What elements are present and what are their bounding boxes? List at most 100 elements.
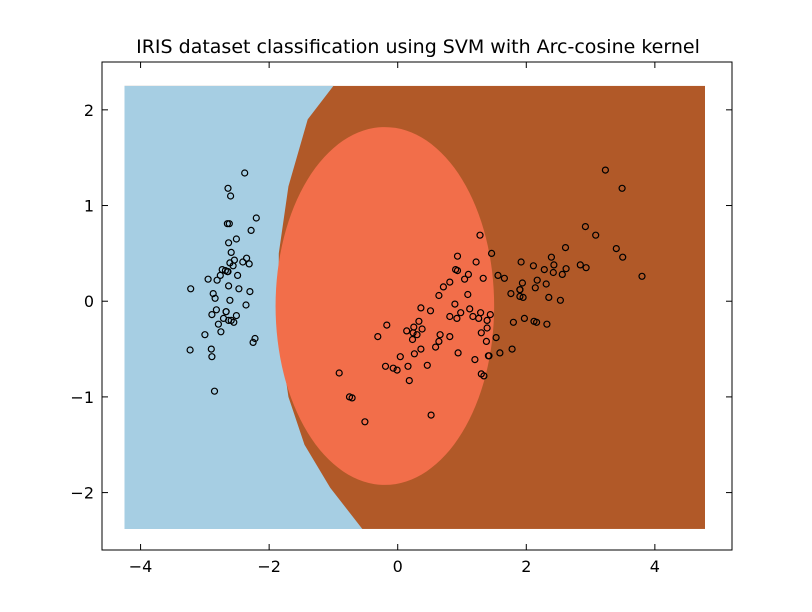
data-point xyxy=(556,296,565,304)
data-point xyxy=(410,350,418,358)
data-point xyxy=(549,268,557,277)
data-point xyxy=(393,366,401,374)
data-point xyxy=(247,226,255,234)
data-point xyxy=(516,286,524,294)
data-point xyxy=(461,275,469,283)
data-point xyxy=(227,248,235,256)
data-point xyxy=(439,283,447,291)
data-point xyxy=(576,261,584,269)
data-point xyxy=(232,235,240,243)
data-point xyxy=(403,327,411,335)
data-point xyxy=(404,362,412,370)
data-point xyxy=(212,306,220,314)
data-point xyxy=(457,309,465,317)
x-tick-label: −2 xyxy=(257,557,281,576)
data-point xyxy=(479,274,487,282)
data-point xyxy=(543,320,551,328)
data-point xyxy=(207,345,215,353)
data-point xyxy=(216,271,224,279)
data-point xyxy=(492,334,500,342)
data-point xyxy=(427,411,435,419)
data-point xyxy=(408,335,417,344)
data-point xyxy=(224,184,232,192)
data-point xyxy=(582,264,590,272)
data-point xyxy=(446,333,454,341)
data-point xyxy=(500,274,508,282)
data-point xyxy=(471,356,479,364)
data-point xyxy=(464,290,472,299)
chart-title: IRIS dataset classification using SVM wi… xyxy=(136,36,700,58)
data-point xyxy=(226,296,234,304)
data-point xyxy=(531,284,539,292)
data-point xyxy=(239,258,247,266)
data-point xyxy=(507,290,515,298)
data-point xyxy=(453,314,461,322)
data-point xyxy=(374,333,382,341)
data-point xyxy=(476,231,484,239)
data-point xyxy=(612,245,620,253)
y-tick-label: −1 xyxy=(70,388,94,407)
data-point xyxy=(201,331,209,339)
data-point xyxy=(545,293,553,301)
y-tick-label: 2 xyxy=(84,101,94,120)
data-point xyxy=(464,270,472,278)
data-point xyxy=(592,231,600,239)
data-point xyxy=(519,293,527,301)
data-point xyxy=(383,321,391,329)
y-tick-label: −2 xyxy=(70,484,94,503)
axis-ticks: −4 −2 0 2 4 −2 −1 0 1 2 xyxy=(70,62,732,576)
data-point xyxy=(426,307,435,315)
data-point xyxy=(619,253,627,261)
data-point xyxy=(452,266,460,274)
data-point xyxy=(469,312,477,321)
y-tick-label: 0 xyxy=(84,292,94,311)
data-point xyxy=(446,278,454,286)
y-tick-label: 1 xyxy=(84,197,94,216)
data-point xyxy=(532,318,541,326)
data-point xyxy=(581,223,590,231)
data-point xyxy=(494,271,502,279)
data-point xyxy=(508,345,516,353)
data-point xyxy=(547,253,556,261)
data-point xyxy=(454,349,462,357)
data-point xyxy=(520,314,529,322)
data-point xyxy=(417,345,425,353)
data-point xyxy=(224,268,232,276)
data-point xyxy=(550,261,558,269)
data-point xyxy=(486,311,494,319)
data-point xyxy=(483,324,491,332)
region-class1 xyxy=(275,127,495,485)
data-point xyxy=(208,311,216,319)
data-point xyxy=(435,291,443,300)
data-point xyxy=(208,353,216,361)
data-point xyxy=(542,280,550,288)
data-point xyxy=(241,169,249,177)
data-point xyxy=(410,323,418,331)
data-point xyxy=(417,304,425,312)
data-point xyxy=(540,266,548,274)
data-point xyxy=(335,369,343,377)
data-point xyxy=(235,285,243,293)
x-tick-label: 2 xyxy=(521,557,531,576)
data-point xyxy=(415,317,423,325)
data-point xyxy=(413,331,421,339)
data-point xyxy=(245,260,253,268)
data-point xyxy=(435,337,443,345)
data-point xyxy=(601,166,610,174)
data-point xyxy=(432,343,440,351)
data-point xyxy=(210,387,219,395)
data-point xyxy=(242,301,250,309)
data-point xyxy=(251,334,259,343)
data-point xyxy=(243,254,251,262)
data-point xyxy=(477,309,485,317)
data-point xyxy=(225,239,233,247)
data-point xyxy=(466,305,474,313)
data-point xyxy=(226,259,234,267)
data-point xyxy=(638,272,646,280)
data-point xyxy=(213,276,221,284)
data-point xyxy=(446,312,454,321)
plot-frame xyxy=(101,61,733,551)
data-point xyxy=(217,328,225,336)
data-point xyxy=(418,325,426,333)
data-point xyxy=(187,285,195,293)
